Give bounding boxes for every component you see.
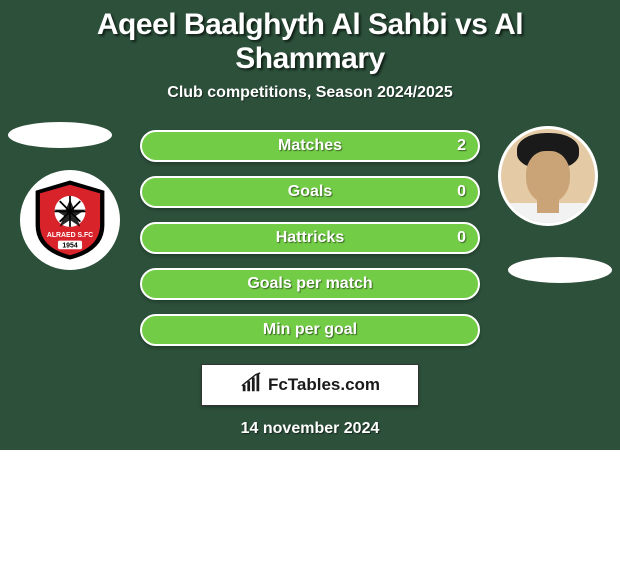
stat-row-matches: Matches 2: [140, 130, 480, 162]
player2-avatar: [498, 126, 598, 226]
stat-value: 0: [457, 183, 466, 201]
footer-date: 14 november 2024: [0, 420, 620, 438]
club-shield-icon: ALRAED S.FC 1954: [27, 177, 113, 263]
page-title: Aqeel Baalghyth Al Sahbi vs Al Shammary: [20, 8, 600, 76]
decorative-oval-right: [508, 257, 612, 283]
decorative-oval-left: [8, 122, 112, 148]
page-subtitle: Club competitions, Season 2024/2025: [0, 84, 620, 102]
player1-club-badge: ALRAED S.FC 1954: [20, 170, 120, 270]
source-logo-box: FcTables.com: [201, 364, 419, 406]
stat-row-hattricks: Hattricks 0: [140, 222, 480, 254]
stat-label: Goals per match: [247, 275, 372, 293]
stat-label: Matches: [278, 137, 342, 155]
stat-value: 2: [457, 137, 466, 155]
badge-top-text: ALRAED S.FC: [47, 232, 93, 239]
stat-row-min-per-goal: Min per goal: [140, 314, 480, 346]
comparison-card: Aqeel Baalghyth Al Sahbi vs Al Shammary …: [0, 0, 620, 450]
badge-year: 1954: [62, 243, 77, 250]
stat-label: Min per goal: [263, 321, 357, 339]
source-logo-text: FcTables.com: [268, 375, 380, 395]
stat-label: Goals: [288, 183, 332, 201]
barchart-icon: [240, 372, 262, 399]
stat-row-goals-per-match: Goals per match: [140, 268, 480, 300]
stat-value: 0: [457, 229, 466, 247]
stat-row-goals: Goals 0: [140, 176, 480, 208]
stat-label: Hattricks: [276, 229, 344, 247]
